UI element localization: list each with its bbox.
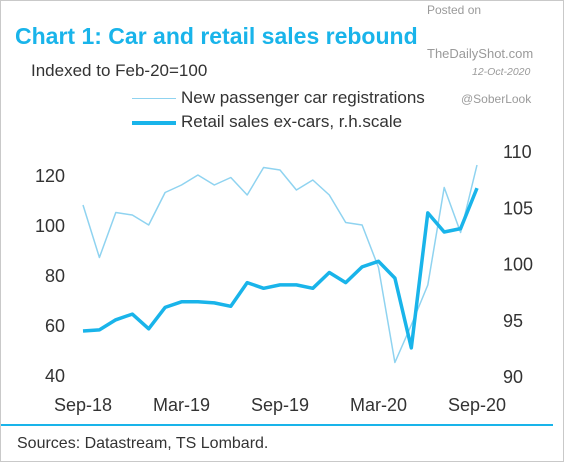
y-tick-right-100: 100 <box>503 255 533 275</box>
x-tick-mar-20: Mar-20 <box>350 395 407 415</box>
series-line-car-registrations <box>82 164 478 364</box>
plot-area: 40 60 80 100 120 90 95 100 105 110 Sep-18 Mar-19 Sep… <box>35 142 533 415</box>
watermark-handle: @SoberLook <box>461 92 532 106</box>
y-tick-left-100: 100 <box>35 216 65 236</box>
legend-label-retail: Retail sales ex-cars, r.h.scale <box>181 112 403 131</box>
x-tick-sep-18: Sep-18 <box>54 395 112 415</box>
legend-swatch-retail <box>132 121 176 125</box>
y-tick-left-60: 60 <box>45 316 65 336</box>
watermark-site: TheDailyShot.com <box>427 46 534 61</box>
x-tick-mar-19: Mar-19 <box>153 395 210 415</box>
watermark-posted-on: Posted on <box>427 3 482 17</box>
x-tick-sep-19: Sep-19 <box>251 395 309 415</box>
y-tick-right-110: 110 <box>503 142 532 162</box>
y-tick-left-40: 40 <box>45 366 65 386</box>
sources-note: Sources: Datastream, TS Lombard. <box>17 435 269 452</box>
legend-label-car: New passenger car registrations <box>181 88 425 107</box>
watermark-date: 12-Oct-2020 <box>472 66 531 78</box>
y-tick-right-95: 95 <box>503 311 523 331</box>
legend-swatch-car <box>132 98 176 99</box>
x-tick-sep-20: Sep-20 <box>448 395 506 415</box>
series-line-retail-sales <box>82 187 479 350</box>
y-tick-left-80: 80 <box>45 266 65 286</box>
y-tick-right-105: 105 <box>503 198 533 218</box>
y-tick-right-90: 90 <box>503 367 523 387</box>
y-tick-left-120: 120 <box>35 166 65 186</box>
chart-title: Chart 1: Car and retail sales rebound <box>15 23 418 49</box>
footer-rule <box>1 424 553 426</box>
chart-subtitle: Indexed to Feb-20=100 <box>31 61 208 80</box>
